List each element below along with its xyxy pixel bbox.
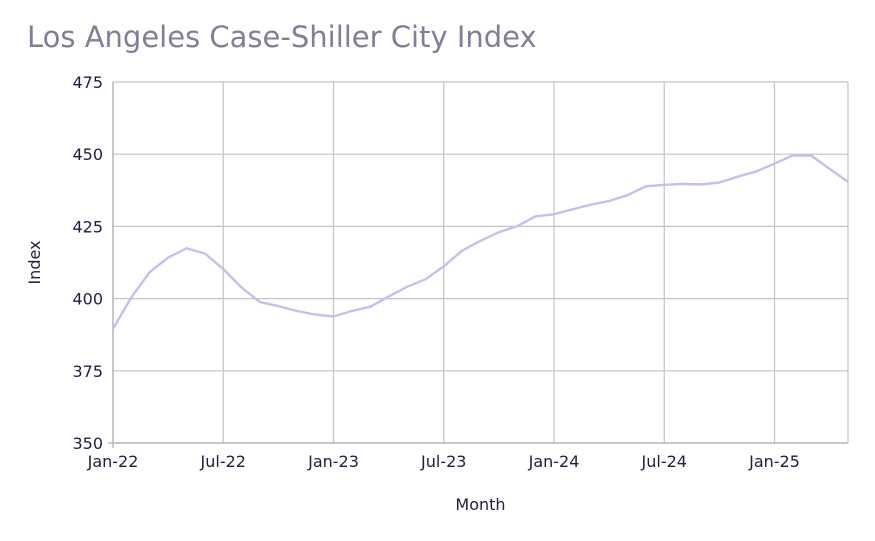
axes [108,82,848,448]
grid-lines [112,81,849,444]
tick-labels: 350 375 400 425 450 475 Jan-22 Jul-22 Jan-23 Jul-… [72,73,799,471]
x-tick-label: Jul-23 [420,452,466,471]
x-tick-label: Jan-23 [307,452,359,471]
y-tick-label: 375 [72,362,103,381]
y-tick-label: 475 [72,73,103,92]
x-tick-label: Jul-24 [641,452,687,471]
series-line [111,154,849,330]
x-tick-label: Jan-22 [87,452,139,471]
y-tick-label: 425 [72,217,103,236]
chart-title: Los Angeles Case-Shiller City Index [27,20,537,54]
x-tick-label: Jul-22 [200,452,246,471]
y-axis-title: Index [25,240,44,284]
x-tick-label: Jan-25 [748,452,800,471]
series-layer [111,154,849,330]
y-tick-label: 400 [72,290,103,309]
x-axis-title: Month [455,495,505,514]
x-tick-label: Jan-24 [528,452,580,471]
y-tick-label: 450 [72,145,103,164]
y-tick-label: 350 [72,434,103,453]
